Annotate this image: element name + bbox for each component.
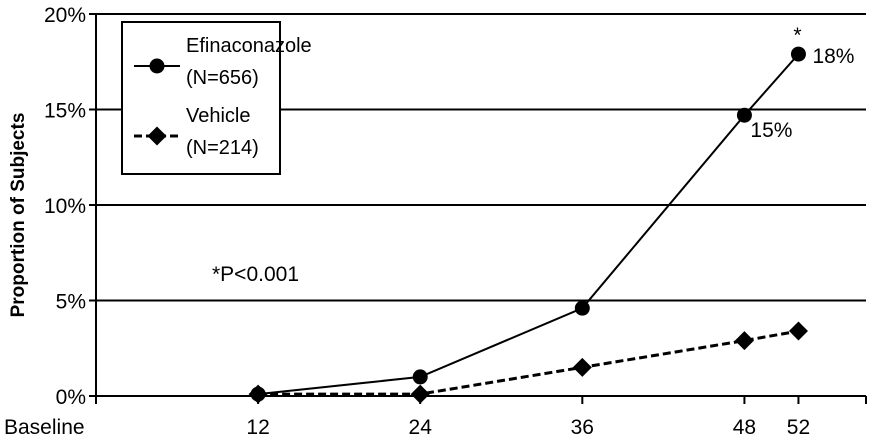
data-point-1	[573, 358, 592, 377]
series-line-0	[258, 54, 798, 394]
data-point-1	[789, 322, 808, 341]
series-layer	[249, 47, 808, 404]
x-axis-ticks: Baseline 12 24 36 48 52	[4, 396, 810, 439]
significance-star: *	[793, 24, 801, 47]
p-value-annotation: *P<0.001	[212, 263, 299, 286]
legend-marker-0	[150, 59, 165, 74]
y-tick-label: 20%	[44, 4, 86, 27]
y-axis-ticks: 0% 5% 10% 15% 20%	[44, 4, 96, 409]
legend: Efinaconazole (N=656) Vehicle (N=214)	[122, 22, 312, 174]
x-tick-label: 48	[733, 416, 756, 439]
x-tick-label: 36	[571, 416, 594, 439]
data-point-0	[413, 369, 428, 384]
y-tick-label: 10%	[44, 195, 86, 218]
data-label: 18%	[812, 45, 854, 68]
y-tick-label: 0%	[56, 386, 86, 409]
data-label: 15%	[750, 119, 792, 142]
x-tick-label: 12	[246, 416, 269, 439]
legend-sublabel-0: (N=656)	[186, 67, 259, 89]
x-tick-label: 52	[787, 416, 810, 439]
data-point-1	[735, 331, 754, 350]
legend-label-0: Efinaconazole	[186, 35, 312, 57]
y-tick-label: 5%	[56, 291, 86, 314]
x-tick-label: 24	[409, 416, 433, 439]
data-point-1	[411, 385, 430, 404]
data-point-1	[249, 385, 268, 404]
legend-label-1: Vehicle	[186, 105, 251, 127]
data-point-0	[575, 301, 590, 316]
legend-sublabel-1: (N=214)	[186, 137, 259, 159]
x-tick-label: Baseline	[4, 416, 85, 439]
data-labels: 18% 15% *	[750, 24, 854, 142]
y-tick-label: 15%	[44, 100, 86, 123]
data-point-0	[791, 47, 806, 62]
y-axis-label: Proportion of Subjects	[8, 113, 29, 318]
